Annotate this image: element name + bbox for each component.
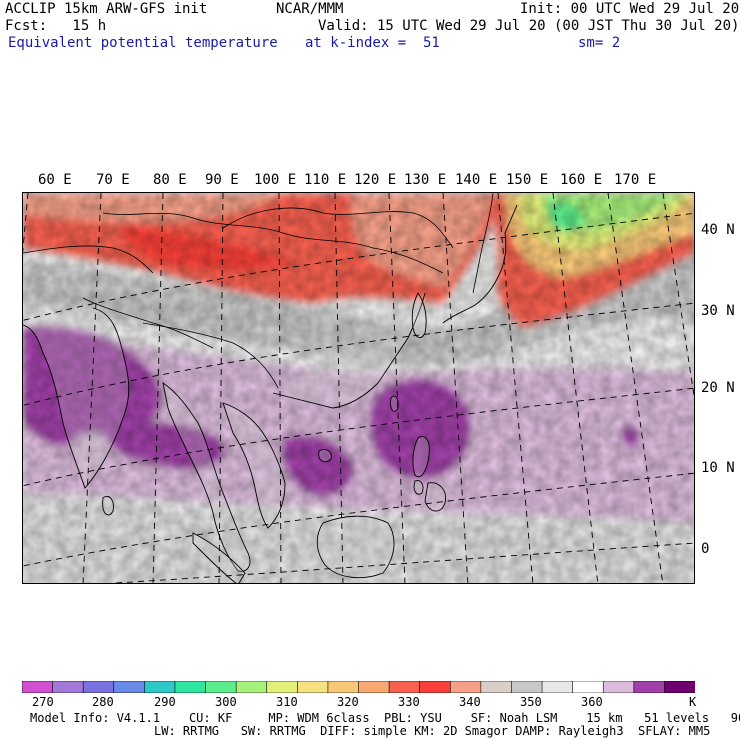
colorbar-swatch bbox=[633, 681, 666, 693]
lon-line bbox=[662, 193, 694, 399]
field-name: Equivalent potential temperature bbox=[8, 35, 278, 51]
colorbar-tick: 320 bbox=[337, 695, 359, 709]
colorbar-swatch bbox=[52, 681, 84, 693]
colorbar-tick: 310 bbox=[276, 695, 298, 709]
colorbar-swatch bbox=[113, 681, 146, 693]
visayas bbox=[413, 480, 424, 495]
smoothing-label: sm= 2 bbox=[578, 35, 621, 51]
colorbar-swatch bbox=[144, 681, 176, 693]
init-time: Init: 00 UTC Wed 29 Jul 20 bbox=[520, 1, 740, 17]
level-label: at k-index = 51 bbox=[305, 35, 440, 51]
china-coast bbox=[272, 292, 426, 409]
lon-label: 130 E bbox=[404, 172, 447, 188]
lon-label: 60 E bbox=[38, 172, 72, 188]
sri-lanka bbox=[102, 495, 114, 516]
colorbar-tick: 280 bbox=[92, 695, 114, 709]
lat-label: 10 N bbox=[701, 460, 735, 476]
taiwan bbox=[390, 395, 399, 412]
colorbar-swatch bbox=[82, 681, 115, 693]
lat-line bbox=[23, 302, 694, 406]
border-himalaya bbox=[82, 297, 214, 349]
mindanao bbox=[424, 482, 446, 512]
texture-overlay bbox=[23, 193, 694, 583]
colorbar-swatch bbox=[388, 681, 421, 693]
map-panel bbox=[22, 192, 695, 584]
colorbar-swatch bbox=[235, 681, 268, 693]
hainan bbox=[318, 448, 332, 463]
model-title: ACCLIP 15km ARW-GFS init bbox=[5, 1, 208, 17]
colorbar-tick: 340 bbox=[459, 695, 481, 709]
colorbar-swatch bbox=[449, 681, 482, 693]
colorbar-swatch bbox=[664, 681, 695, 693]
lon-label: 90 E bbox=[205, 172, 239, 188]
lat-line bbox=[108, 542, 694, 583]
colorbar-tick: 290 bbox=[154, 695, 176, 709]
lon-label: 100 E bbox=[254, 172, 297, 188]
colorbar-tick: 350 bbox=[520, 695, 542, 709]
lon-label: 140 E bbox=[455, 172, 498, 188]
border-kaz bbox=[23, 245, 154, 274]
border-russia-east bbox=[472, 193, 494, 294]
border-china-south bbox=[142, 322, 279, 389]
forecast-hour: Fcst: 15 h bbox=[5, 18, 107, 34]
graticule bbox=[23, 193, 694, 583]
colorbar-swatch bbox=[22, 681, 54, 693]
colorbar-tick: 360 bbox=[581, 695, 603, 709]
lon-label: 150 E bbox=[506, 172, 549, 188]
luzon bbox=[412, 436, 430, 478]
lon-label: 80 E bbox=[153, 172, 187, 188]
se-asia-coast bbox=[162, 382, 251, 572]
colorbar-swatch bbox=[541, 681, 574, 693]
colorbar-swatch bbox=[511, 681, 543, 693]
lon-label: 120 E bbox=[354, 172, 397, 188]
theta-e-map bbox=[23, 193, 694, 583]
lat-label: 40 N bbox=[701, 222, 735, 238]
borneo bbox=[316, 515, 395, 579]
colorbar-swatch bbox=[297, 681, 329, 693]
model-info-line: Model Info: V4.1.1 CU: KF MP: WDM 6class… bbox=[30, 711, 740, 725]
indochina bbox=[222, 402, 286, 529]
japan bbox=[442, 204, 518, 324]
coastlines bbox=[23, 204, 518, 583]
colorbar-unit: K bbox=[689, 695, 697, 709]
lat-line bbox=[23, 387, 694, 487]
colorbar-swatch bbox=[602, 681, 635, 693]
lon-label: 170 E bbox=[614, 172, 657, 188]
colorbar-tick: 300 bbox=[215, 695, 237, 709]
valid-time: Valid: 15 UTC Wed 29 Jul 20 (00 JST Thu … bbox=[318, 18, 740, 34]
lon-label: 160 E bbox=[560, 172, 603, 188]
colorbar-swatch bbox=[480, 681, 513, 693]
lon-label: 70 E bbox=[96, 172, 130, 188]
colorbar-swatch bbox=[358, 681, 390, 693]
colorbar-tick: 270 bbox=[32, 695, 54, 709]
lon-label: 110 E bbox=[304, 172, 347, 188]
border-mongolia bbox=[222, 207, 454, 249]
lat-line bbox=[23, 472, 694, 567]
organization-label: NCAR/MMM bbox=[276, 1, 344, 17]
korea bbox=[411, 292, 427, 339]
physics-info-line: LW: RRTMG SW: RRTMG DIFF: simple KM: 2D … bbox=[154, 724, 711, 738]
lat-label: 30 N bbox=[701, 303, 735, 319]
colorbar-swatch bbox=[572, 681, 605, 693]
colorbar-tick: 330 bbox=[398, 695, 420, 709]
colorbar-swatch bbox=[419, 681, 452, 693]
lat-label: 0 bbox=[701, 541, 710, 557]
colorbar-swatch bbox=[205, 681, 237, 693]
colorbar-swatch bbox=[327, 681, 360, 693]
lat-label: 20 N bbox=[701, 380, 735, 396]
india-coast bbox=[23, 307, 130, 489]
colorbar bbox=[22, 681, 695, 693]
colorbar-swatch bbox=[266, 681, 299, 693]
colorbar-swatch bbox=[174, 681, 207, 693]
